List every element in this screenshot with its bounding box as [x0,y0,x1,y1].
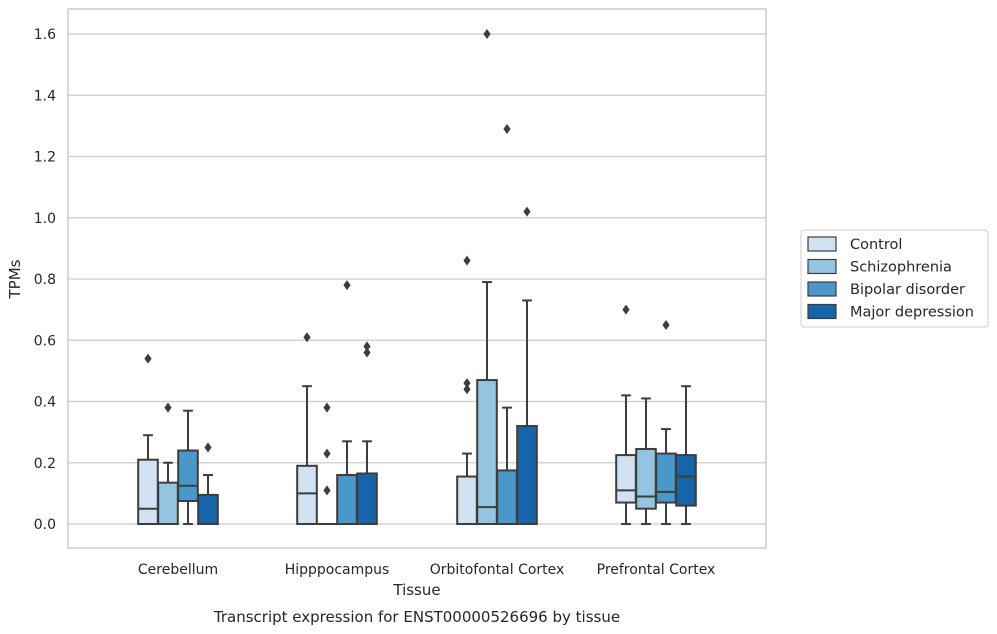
box-group [655,319,677,525]
outlier-point [363,347,371,358]
box-group [177,409,199,525]
legend-swatch [807,303,837,320]
box [197,493,219,525]
box-group [296,332,318,525]
y-tick-label: 0.4 [34,395,56,411]
x-axis-label: Tissue [392,581,440,599]
box-group [356,341,378,525]
box [655,452,677,504]
outlier-point [463,255,471,266]
box [296,464,318,525]
legend-label: Schizophrenia [850,260,952,276]
box-group [635,397,657,525]
outlier-point [622,304,630,315]
x-tick-label: Hipppocampus [285,562,390,578]
y-axis-ticks: 0.0 0.2 0.4 0.6 0.8 1.0 1.2 1.4 1.6 [34,27,56,533]
box [675,454,697,507]
outlier-point [463,384,471,395]
y-tick-label: 0.8 [34,272,56,288]
outlier-point [204,442,212,453]
plot-area-frame [67,8,767,549]
outlier-point [164,402,172,413]
outlier-point [343,280,351,291]
outlier-point [662,319,670,330]
box [516,425,538,525]
y-tick-label: 0.6 [34,333,56,349]
outlier-point [323,485,331,496]
box-group [615,304,637,525]
box [496,469,518,525]
y-axis-label: TPMs [6,259,24,299]
box [336,474,358,525]
box [615,454,637,504]
outlier-point [144,353,152,364]
y-tick-label: 1.0 [34,211,56,227]
box [456,475,478,525]
box [157,481,179,525]
x-axis-ticks: Cerebellum Hipppocampus Orbitofontal Corte… [138,562,715,578]
x-tick-label: Orbitofontal Cortex [430,562,565,578]
x-tick-label: Prefrontal Cortex [597,562,716,578]
outlier-point [523,206,531,217]
legend-frame [800,229,989,328]
y-tick-label: 0.2 [34,456,56,472]
y-tick-label: 1.4 [34,88,56,104]
box [356,472,378,525]
box-group [197,442,219,525]
legend: Control Schizophrenia Bipolar disorder Majo… [800,229,989,328]
box-group [456,255,478,525]
box-group [675,385,697,525]
y-tick-label: 1.6 [34,27,56,43]
outlier-point [503,123,511,134]
box-group [137,353,159,525]
legend-label: Control [850,237,902,253]
y-tick-label: 1.2 [34,150,56,166]
outlier-point [363,341,371,352]
outlier-point [303,332,311,343]
box-group [516,206,538,525]
box-series [137,29,697,526]
box-group [476,29,498,525]
y-tick-label: 0.0 [34,517,56,533]
legend-label: Major depression [850,305,974,321]
box [476,379,498,525]
box [635,447,657,510]
legend-label: Bipolar disorder [850,282,965,298]
legend-swatch [807,258,837,275]
outlier-point [323,402,331,413]
box-group [157,402,179,525]
box [177,449,199,503]
outlier-point [483,29,491,39]
gridlines [68,33,766,525]
legend-swatch [807,281,837,297]
legend-swatch [807,236,837,252]
outlier-point [323,448,331,459]
box [137,458,159,525]
chart-caption: Transcript expression for ENST0000052669… [213,608,620,626]
x-tick-label: Cerebellum [138,562,218,578]
outlier-point [463,378,471,389]
box-group [496,123,518,525]
